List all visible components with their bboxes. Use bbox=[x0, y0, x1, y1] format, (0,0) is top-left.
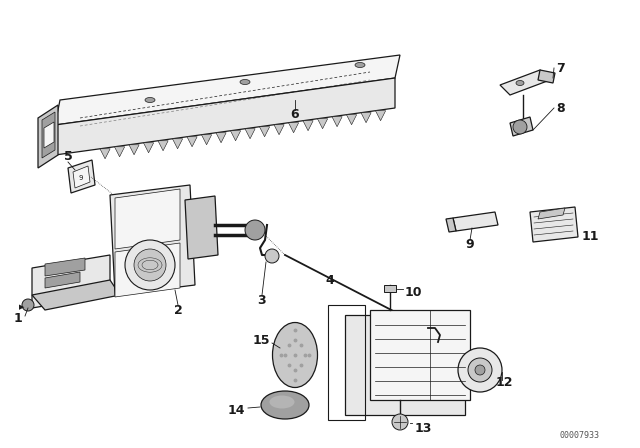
Polygon shape bbox=[538, 208, 565, 219]
Polygon shape bbox=[446, 218, 456, 232]
Text: 14: 14 bbox=[227, 404, 245, 417]
Polygon shape bbox=[510, 117, 533, 136]
Polygon shape bbox=[259, 127, 269, 137]
Polygon shape bbox=[115, 243, 180, 297]
Polygon shape bbox=[32, 280, 120, 310]
Polygon shape bbox=[143, 143, 154, 153]
Polygon shape bbox=[185, 196, 218, 259]
Polygon shape bbox=[45, 272, 80, 288]
Ellipse shape bbox=[269, 396, 294, 409]
Text: 4: 4 bbox=[326, 273, 334, 287]
Text: 3: 3 bbox=[258, 293, 266, 306]
Text: 13: 13 bbox=[415, 422, 433, 435]
Text: 15: 15 bbox=[253, 333, 270, 346]
Polygon shape bbox=[332, 117, 342, 127]
Text: 10: 10 bbox=[405, 285, 422, 298]
Ellipse shape bbox=[261, 391, 309, 419]
Polygon shape bbox=[289, 123, 299, 133]
Polygon shape bbox=[500, 70, 550, 95]
Circle shape bbox=[392, 414, 408, 430]
Polygon shape bbox=[361, 113, 371, 123]
Circle shape bbox=[245, 220, 265, 240]
Text: 5: 5 bbox=[63, 151, 72, 164]
Polygon shape bbox=[187, 137, 197, 147]
Polygon shape bbox=[55, 78, 395, 155]
Ellipse shape bbox=[516, 81, 524, 86]
Ellipse shape bbox=[145, 98, 155, 103]
Polygon shape bbox=[216, 133, 226, 143]
Polygon shape bbox=[115, 147, 125, 157]
Text: 9: 9 bbox=[79, 175, 83, 181]
Polygon shape bbox=[68, 160, 95, 193]
Polygon shape bbox=[158, 141, 168, 151]
Polygon shape bbox=[370, 310, 470, 400]
Text: 8: 8 bbox=[556, 102, 564, 115]
Circle shape bbox=[265, 249, 279, 263]
Polygon shape bbox=[230, 131, 241, 141]
Polygon shape bbox=[530, 207, 578, 242]
Polygon shape bbox=[202, 135, 212, 145]
Polygon shape bbox=[100, 149, 110, 159]
Ellipse shape bbox=[273, 323, 317, 388]
Text: 00007933: 00007933 bbox=[560, 431, 600, 440]
Circle shape bbox=[134, 249, 166, 281]
Polygon shape bbox=[129, 145, 139, 155]
Polygon shape bbox=[115, 189, 180, 249]
Polygon shape bbox=[376, 111, 386, 121]
Polygon shape bbox=[346, 115, 356, 125]
Circle shape bbox=[475, 365, 485, 375]
Text: 7: 7 bbox=[556, 61, 564, 74]
Polygon shape bbox=[173, 139, 182, 149]
Ellipse shape bbox=[355, 63, 365, 68]
Ellipse shape bbox=[240, 79, 250, 85]
Polygon shape bbox=[44, 122, 54, 148]
Text: 6: 6 bbox=[291, 108, 300, 121]
Circle shape bbox=[468, 358, 492, 382]
Circle shape bbox=[125, 240, 175, 290]
Polygon shape bbox=[73, 166, 90, 188]
Polygon shape bbox=[303, 121, 313, 131]
Polygon shape bbox=[453, 212, 498, 231]
Text: 11: 11 bbox=[582, 231, 600, 244]
Text: ▶: ▶ bbox=[19, 304, 25, 310]
Polygon shape bbox=[384, 285, 396, 292]
Text: 12: 12 bbox=[496, 375, 513, 388]
Text: 9: 9 bbox=[466, 238, 474, 251]
Text: 1: 1 bbox=[13, 311, 22, 324]
Polygon shape bbox=[317, 119, 328, 129]
Circle shape bbox=[22, 299, 34, 311]
Polygon shape bbox=[110, 185, 195, 295]
Polygon shape bbox=[38, 105, 58, 168]
Polygon shape bbox=[32, 255, 110, 308]
Polygon shape bbox=[345, 315, 465, 415]
Polygon shape bbox=[538, 70, 555, 83]
Polygon shape bbox=[274, 125, 284, 135]
Text: 2: 2 bbox=[173, 303, 182, 316]
Circle shape bbox=[458, 348, 502, 392]
Polygon shape bbox=[45, 258, 85, 276]
Polygon shape bbox=[245, 129, 255, 139]
Polygon shape bbox=[42, 112, 55, 158]
Polygon shape bbox=[55, 55, 400, 125]
Circle shape bbox=[513, 120, 527, 134]
